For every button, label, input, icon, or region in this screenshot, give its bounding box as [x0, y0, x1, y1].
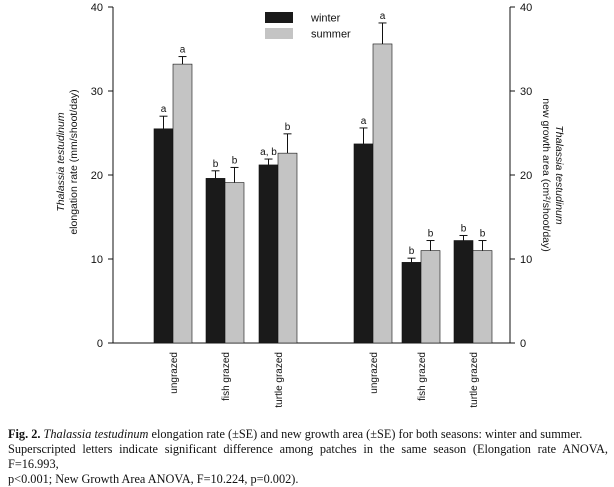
caption-line1-rest: elongation rate (±SE) and new growth are… — [148, 427, 583, 441]
significance-label: b — [480, 229, 486, 240]
bar-summer — [172, 63, 193, 344]
category-label: fish grazed — [417, 352, 428, 401]
significance-label: b — [461, 223, 467, 234]
bar-summer — [372, 43, 393, 344]
right-tick-label: 30 — [520, 86, 532, 98]
right-tick-label: 0 — [520, 338, 526, 350]
bar-winter — [258, 164, 279, 344]
left-tick-label: 20 — [91, 170, 103, 182]
axis-titles: Thalassia testudinumelongation rate (mm/… — [55, 89, 565, 251]
left-tick-label: 0 — [97, 338, 103, 350]
caption-species: Thalassia testudinum — [43, 427, 149, 441]
right-axis-title: Thalassia testudinumnew growth area (cm²… — [540, 98, 565, 251]
category-label: turtle grazed — [469, 352, 480, 408]
bar-summer — [224, 182, 245, 344]
left-axis-title: Thalassia testudinumelongation rate (mm/… — [55, 89, 80, 234]
bars — [153, 22, 493, 344]
significance-label: b — [232, 155, 238, 166]
bar-summer — [420, 250, 441, 344]
labels: a b a, b a b b a b b a b b ungrazed fish grazed turtle… — [161, 11, 486, 408]
significance-label: a — [161, 104, 167, 115]
bar-winter — [401, 262, 422, 344]
left-tick-label: 30 — [91, 86, 103, 98]
significance-label: a — [380, 11, 386, 22]
significance-label: a — [180, 45, 186, 56]
bar-winter — [205, 178, 226, 344]
right-tick-label: 20 — [520, 170, 532, 182]
caption-fig-label: Fig. 2. — [8, 427, 41, 441]
bar-winter — [353, 143, 374, 344]
significance-label: b — [428, 229, 434, 240]
bar-chart: 0 10 20 30 40 0 10 20 30 40 a b a, b a b b a b b a b b ungraz… — [55, 2, 565, 408]
right-tick-label: 40 — [520, 2, 532, 14]
bar-summer — [472, 250, 493, 344]
left-tick-label: 40 — [91, 2, 103, 14]
bar-winter — [153, 128, 174, 344]
significance-label: b — [285, 122, 291, 133]
legend-swatch-summer — [265, 28, 293, 39]
significance-label: a — [361, 116, 367, 127]
legend: winter summer — [265, 12, 351, 41]
category-label: ungrazed — [169, 352, 180, 394]
significance-label: b — [409, 246, 415, 257]
legend-swatch-winter — [265, 12, 293, 23]
category-label: ungrazed — [369, 352, 380, 394]
significance-label: b — [213, 159, 219, 170]
caption-line2: Superscripted letters indicate significa… — [8, 442, 608, 471]
left-tick-label: 10 — [91, 254, 103, 266]
legend-label-summer: summer — [311, 29, 351, 41]
right-tick-label: 10 — [520, 254, 532, 266]
category-label: fish grazed — [221, 352, 232, 401]
significance-label: a, b — [260, 147, 277, 158]
caption-line3: p<0.001; New Growth Area ANOVA, F=10.224… — [8, 472, 299, 486]
bar-summer — [277, 152, 298, 344]
legend-label-winter: winter — [310, 13, 341, 25]
figure-caption: Fig. 2. Thalassia testudinum elongation … — [8, 427, 608, 487]
bar-winter — [453, 240, 474, 344]
category-label: turtle grazed — [274, 352, 285, 408]
